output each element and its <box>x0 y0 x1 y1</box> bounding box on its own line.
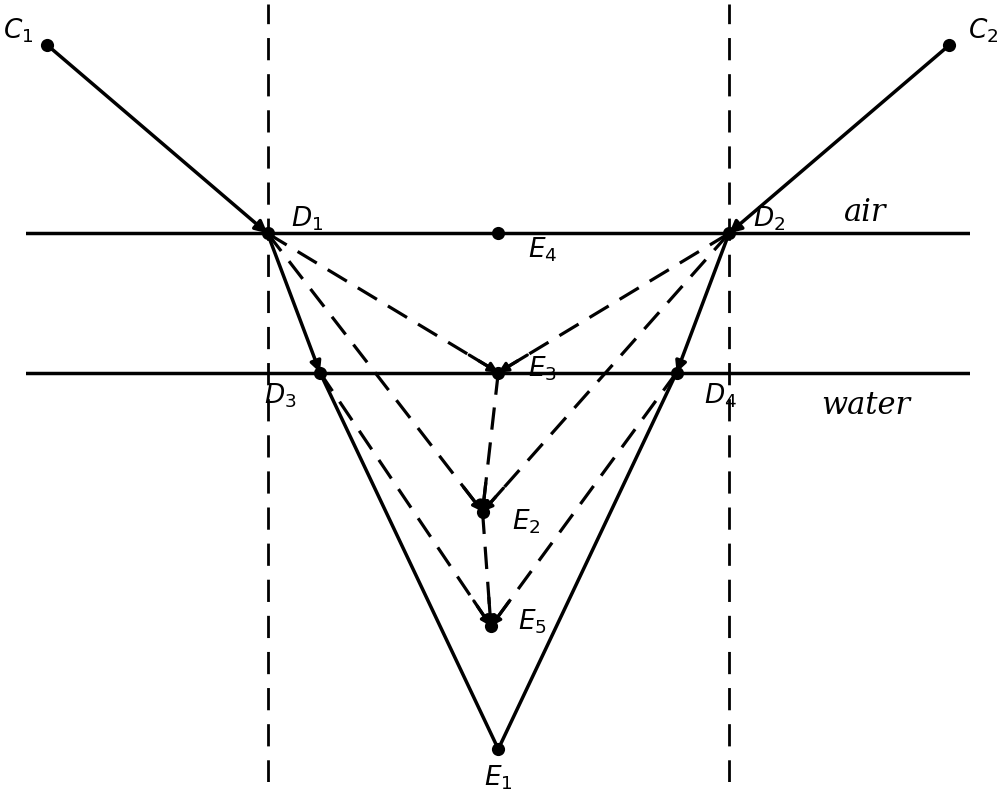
Point <box>483 620 499 633</box>
Text: $E_1$: $E_1$ <box>484 764 513 792</box>
Point <box>490 366 506 379</box>
Point <box>669 366 685 379</box>
Point <box>941 39 957 52</box>
Point <box>721 227 737 240</box>
Point <box>475 505 491 518</box>
Text: water: water <box>821 390 910 421</box>
Text: $D_2$: $D_2$ <box>753 204 785 233</box>
Point <box>312 366 328 379</box>
Text: $C_2$: $C_2$ <box>968 16 998 45</box>
Text: air: air <box>844 198 887 229</box>
Point <box>490 743 506 756</box>
Text: $E_4$: $E_4$ <box>528 235 557 264</box>
Point <box>260 227 276 240</box>
Text: $E_3$: $E_3$ <box>528 354 557 383</box>
Point <box>490 227 506 240</box>
Text: $D_1$: $D_1$ <box>291 204 324 233</box>
Text: $D_4$: $D_4$ <box>704 381 737 410</box>
Text: $D_3$: $D_3$ <box>264 381 296 410</box>
Text: $E_2$: $E_2$ <box>512 507 541 536</box>
Text: $C_1$: $C_1$ <box>3 16 33 45</box>
Point <box>39 39 55 52</box>
Text: $E_5$: $E_5$ <box>518 608 547 637</box>
